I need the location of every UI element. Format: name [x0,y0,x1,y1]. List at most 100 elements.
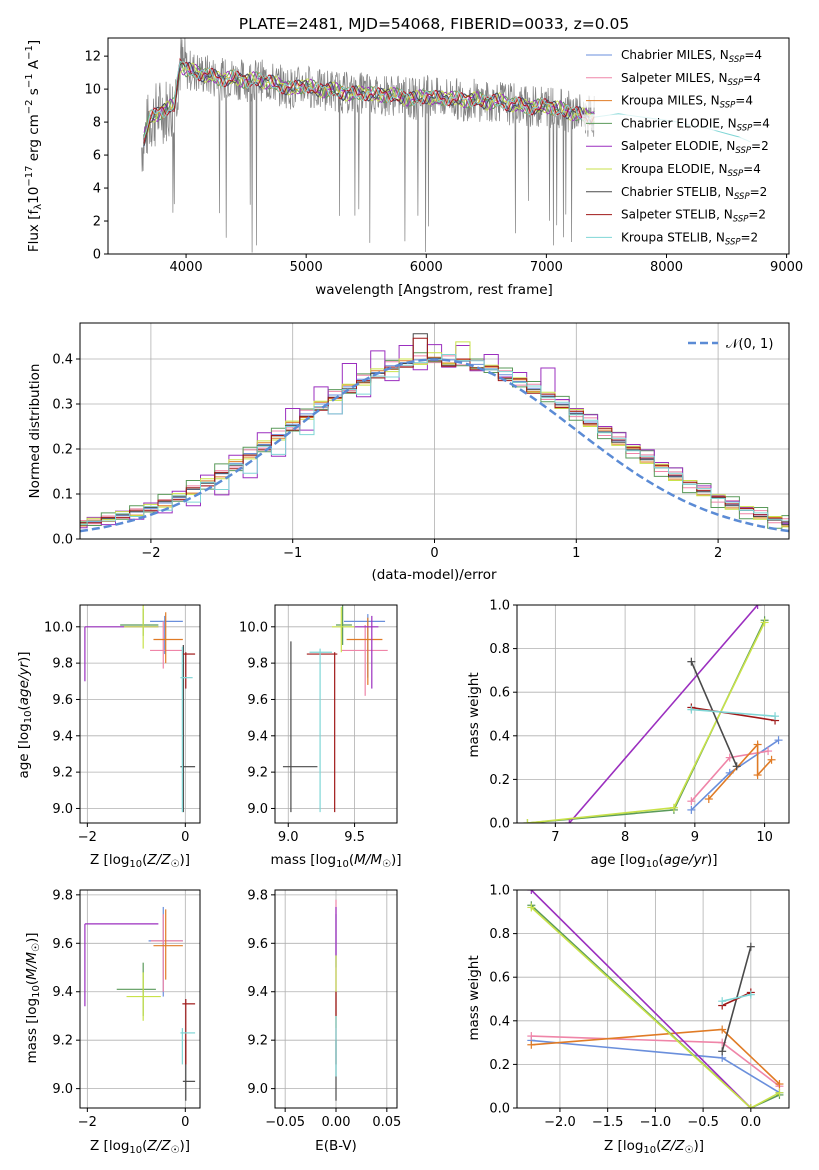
ebv-vs-mass-panel: −0.05 0.00 0.05 9.0 9.2 9.4 9.6 9.8 E(B-V) [247,888,401,1154]
x-tick-label: 0.05 [372,1115,401,1130]
legend-entry-background [582,114,782,131]
legend-entry-background [582,46,782,62]
z-vs-weight-y-axis-label: mass weight [466,955,482,1040]
z-vs-age-y-axis-label: age [log10(age/yr)] [16,651,34,778]
y-tick-label: 8 [93,116,101,131]
y-tick-label: 0 [93,248,101,263]
y-tick-label: 10.0 [239,620,268,635]
z-vs-mass-plot-area: −2 0 9.0 9.2 9.4 9.6 9.8 [52,888,201,1130]
legend-entry-background [582,160,782,176]
legend-label: Salpeter STELIB, NSSP=2 [621,208,766,225]
weight-series-line [691,706,776,722]
y-tick-label: 0.8 [489,927,510,942]
spectrum-y-axis-label: Flux [fλ10−17 erg cm−2 s−1 A−1] [24,40,44,252]
spectrum-legend: Chabrier MILES, NSSP=4 Salpeter MILES, NS… [582,46,782,247]
x-tick-label: 9 [691,830,699,845]
x-tick-label: 1 [572,546,580,561]
spectrum-title: PLATE=2481, MJD=54068, FIBERID=0033, z=0… [239,15,629,33]
y-tick-label: 9.6 [247,937,268,952]
z-vs-mass-x-axis-label: Z [log10(Z/Z☉)] [90,1138,190,1156]
model-spectrum-line [143,60,595,137]
legend-label: Salpeter MILES, NSSP=4 [621,71,761,88]
z-vs-mass-panel: −2 0 9.0 9.2 9.4 9.6 9.8 Z [log10(Z/Z☉)] mass … [24,888,201,1156]
residual-y-axis-label: Normed distribution [27,364,43,499]
y-tick-label: 1.0 [489,884,510,899]
legend-label: Kroupa MILES, NSSP=4 [621,94,753,111]
age-vs-weight-panel: 7 8 9 10 0.0 0.2 0.4 0.6 0.8 1.0 age [log10(age/y… [466,599,790,870]
panel-frame [79,604,201,824]
residual-panel: −2 −1 0 1 2 0.0 0.1 0.2 0.3 0.4 (data-model)/erro… [27,322,790,583]
mass-vs-age-x-axis-label: mass [log10(M/M☉)] [270,852,401,870]
x-tick-label: 8 [621,830,629,845]
x-tick-label: 0 [430,546,438,561]
panel-frame [274,889,398,1109]
data-marks [527,890,784,1108]
model-spectrum-line [143,60,595,138]
y-tick-label: 9.8 [247,657,268,672]
y-tick-label: 0.4 [489,729,510,744]
y-tick-label: 9.6 [247,693,268,708]
x-tick-label: −1.0 [640,1115,672,1130]
z-vs-weight-x-axis-label: Z [log10(Z/Z☉)] [604,1138,704,1156]
data-marks [523,605,783,823]
weight-series-line [721,991,752,1007]
panel-frame [516,889,790,1109]
y-tick-label: 0.0 [489,1102,510,1117]
x-tick-label: 9000 [770,260,803,275]
z-vs-weight-plot-area: −2.0 −1.5 −1.0 −0.5 0.0 0.0 0.2 0.4 0.6 0.8 1.0 [489,884,790,1130]
y-tick-label: 0.6 [489,686,510,701]
x-tick-label: 0 [181,1115,189,1130]
y-tick-label: 10 [84,83,101,98]
y-tick-label: 9.6 [52,693,73,708]
residual-plot-area [80,323,789,540]
y-tick-label: 9.4 [247,729,268,744]
y-tick-label: 9.8 [247,888,268,903]
x-tick-label: 7 [551,830,559,845]
x-tick-label: 8000 [650,260,683,275]
y-tick-label: 4 [93,182,101,197]
age-vs-weight-x-axis-label: age [log10(age/yr)] [590,852,717,870]
legend-entry-background [582,182,782,199]
gaussian-curve [80,358,789,533]
y-tick-label: 9.8 [52,888,73,903]
legend-label: Chabrier ELODIE, NSSP=4 [621,116,770,133]
y-tick-label: 9.4 [247,985,268,1000]
y-tick-label: 10.0 [44,620,73,635]
legend-entry-background [582,205,782,222]
spectrum-frame [107,37,790,255]
data-marks [84,906,196,1101]
x-tick-label: 7000 [530,260,563,275]
mass-vs-age-panel: 9.0 9.5 9.0 9.2 9.4 9.6 9.8 10.0 mass [log10(M/… [239,604,402,870]
y-tick-label: 0.4 [489,1014,510,1029]
x-tick-label: 9.5 [344,830,365,845]
y-tick-label: 12 [84,50,101,65]
x-tick-label: −2.0 [544,1115,576,1130]
age-vs-weight-plot-area: 7 8 9 10 0.0 0.2 0.4 0.6 0.8 1.0 [489,599,790,845]
x-tick-label: 0 [181,830,189,845]
y-tick-label: 0.0 [489,817,510,832]
y-tick-label: 9.8 [52,657,73,672]
z-vs-mass-y-axis-label: mass [log10(M/M☉)] [24,932,42,1063]
y-tick-label: 9.0 [247,1082,268,1097]
ebv-vs-mass-plot-area: −0.05 0.00 0.05 9.0 9.2 9.4 9.6 9.8 [247,888,401,1130]
x-tick-label: −2 [78,830,97,845]
data-marks [84,605,196,813]
spectrum-plot-area [141,38,751,253]
y-tick-label: 0.2 [489,1058,510,1073]
y-tick-label: 0.2 [489,773,510,788]
model-spectrum-line [143,57,595,142]
legend-label: Chabrier STELIB, NSSP=2 [621,185,767,202]
y-tick-label: 9.0 [52,1082,73,1097]
residual-frame [79,322,790,540]
z-vs-weight-panel: −2.0 −1.5 −1.0 −0.5 0.0 0.0 0.2 0.4 0.6 0.8 1.0 Z … [466,884,790,1156]
y-tick-label: 0.0 [52,533,73,548]
y-tick-label: 1.0 [489,599,510,614]
y-tick-label: 9.4 [52,985,73,1000]
weight-series-line [530,904,780,1108]
mass-vs-age-plot-area: 9.0 9.5 9.0 9.2 9.4 9.6 9.8 10.0 [239,604,398,845]
y-tick-label: 9.6 [52,937,73,952]
x-tick-label: 0.00 [322,1115,351,1130]
y-tick-label: 9.2 [52,1034,73,1049]
y-tick-label: 6 [93,149,101,164]
x-tick-label: 0.0 [740,1115,761,1130]
